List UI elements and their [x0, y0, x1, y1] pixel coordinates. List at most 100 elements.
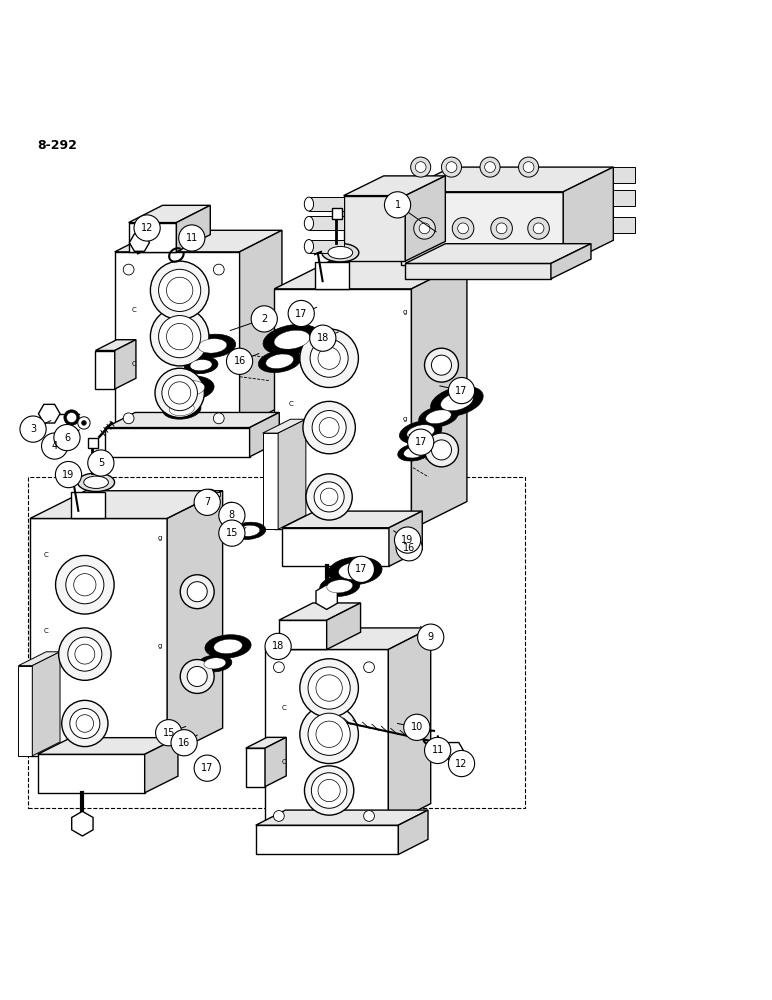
- Text: C: C: [282, 705, 286, 711]
- Circle shape: [528, 218, 550, 239]
- Polygon shape: [96, 351, 115, 389]
- Ellipse shape: [441, 392, 473, 411]
- Circle shape: [78, 417, 90, 429]
- Text: g: g: [158, 643, 162, 649]
- Circle shape: [213, 264, 224, 275]
- Text: g: g: [402, 416, 407, 422]
- Ellipse shape: [425, 410, 451, 424]
- Ellipse shape: [163, 399, 201, 419]
- Polygon shape: [344, 176, 445, 196]
- Ellipse shape: [64, 410, 80, 425]
- Circle shape: [491, 218, 513, 239]
- Circle shape: [73, 574, 96, 596]
- Circle shape: [168, 382, 191, 404]
- Polygon shape: [32, 652, 60, 756]
- Circle shape: [82, 421, 86, 425]
- Text: 15: 15: [225, 528, 238, 538]
- Circle shape: [54, 424, 80, 451]
- Text: 6: 6: [64, 433, 70, 443]
- Ellipse shape: [304, 216, 313, 230]
- Polygon shape: [256, 825, 398, 854]
- Circle shape: [485, 162, 496, 172]
- Ellipse shape: [266, 354, 293, 369]
- Text: 16: 16: [403, 543, 415, 553]
- Circle shape: [124, 264, 134, 275]
- Ellipse shape: [398, 443, 432, 461]
- Polygon shape: [262, 433, 278, 529]
- Circle shape: [66, 566, 104, 604]
- Polygon shape: [130, 234, 150, 251]
- Polygon shape: [613, 167, 635, 183]
- Polygon shape: [411, 261, 467, 529]
- Polygon shape: [96, 340, 136, 351]
- Polygon shape: [316, 585, 337, 609]
- Ellipse shape: [404, 446, 425, 458]
- Ellipse shape: [274, 330, 310, 349]
- Circle shape: [384, 192, 411, 218]
- Circle shape: [419, 223, 430, 234]
- Circle shape: [310, 339, 348, 377]
- Circle shape: [446, 162, 457, 172]
- Polygon shape: [405, 176, 445, 261]
- Polygon shape: [115, 230, 282, 252]
- Polygon shape: [115, 340, 136, 389]
- Ellipse shape: [66, 413, 76, 423]
- Text: 17: 17: [201, 763, 213, 773]
- Circle shape: [213, 413, 224, 424]
- Polygon shape: [70, 492, 104, 518]
- Text: 17: 17: [415, 437, 427, 447]
- Circle shape: [155, 368, 205, 418]
- Polygon shape: [401, 167, 613, 192]
- Circle shape: [415, 162, 426, 172]
- Circle shape: [75, 644, 95, 664]
- Ellipse shape: [304, 240, 313, 253]
- Circle shape: [414, 218, 435, 239]
- Polygon shape: [282, 528, 389, 566]
- Circle shape: [76, 715, 93, 732]
- Ellipse shape: [198, 655, 232, 672]
- Polygon shape: [30, 491, 222, 518]
- Circle shape: [425, 737, 451, 764]
- Circle shape: [180, 660, 214, 693]
- Text: C: C: [132, 307, 137, 313]
- Circle shape: [432, 440, 452, 460]
- Polygon shape: [405, 244, 591, 263]
- Text: C: C: [132, 361, 137, 367]
- Polygon shape: [129, 205, 210, 223]
- Polygon shape: [444, 743, 464, 760]
- Polygon shape: [551, 244, 591, 279]
- Polygon shape: [278, 419, 306, 529]
- Circle shape: [88, 450, 114, 476]
- Circle shape: [56, 461, 82, 488]
- Text: 10: 10: [411, 722, 423, 732]
- Ellipse shape: [328, 557, 382, 585]
- Polygon shape: [115, 252, 239, 428]
- Polygon shape: [344, 196, 405, 261]
- Circle shape: [425, 433, 459, 467]
- Polygon shape: [38, 738, 178, 754]
- Circle shape: [496, 223, 507, 234]
- Circle shape: [226, 348, 252, 374]
- Circle shape: [194, 489, 220, 515]
- Polygon shape: [327, 603, 361, 649]
- Polygon shape: [388, 628, 431, 825]
- Polygon shape: [309, 216, 344, 230]
- Polygon shape: [39, 404, 60, 423]
- Polygon shape: [106, 412, 279, 428]
- Polygon shape: [245, 737, 286, 748]
- Text: C: C: [288, 401, 293, 407]
- Text: 1: 1: [394, 200, 401, 210]
- Text: 18: 18: [272, 641, 284, 651]
- Text: 17: 17: [455, 386, 468, 396]
- Circle shape: [151, 307, 209, 366]
- Polygon shape: [389, 511, 422, 566]
- Polygon shape: [564, 167, 613, 265]
- Circle shape: [273, 811, 284, 821]
- Circle shape: [533, 223, 544, 234]
- Ellipse shape: [165, 376, 214, 401]
- Ellipse shape: [327, 580, 353, 593]
- Polygon shape: [398, 810, 428, 854]
- Polygon shape: [19, 666, 32, 756]
- Polygon shape: [274, 289, 411, 529]
- Polygon shape: [144, 738, 178, 793]
